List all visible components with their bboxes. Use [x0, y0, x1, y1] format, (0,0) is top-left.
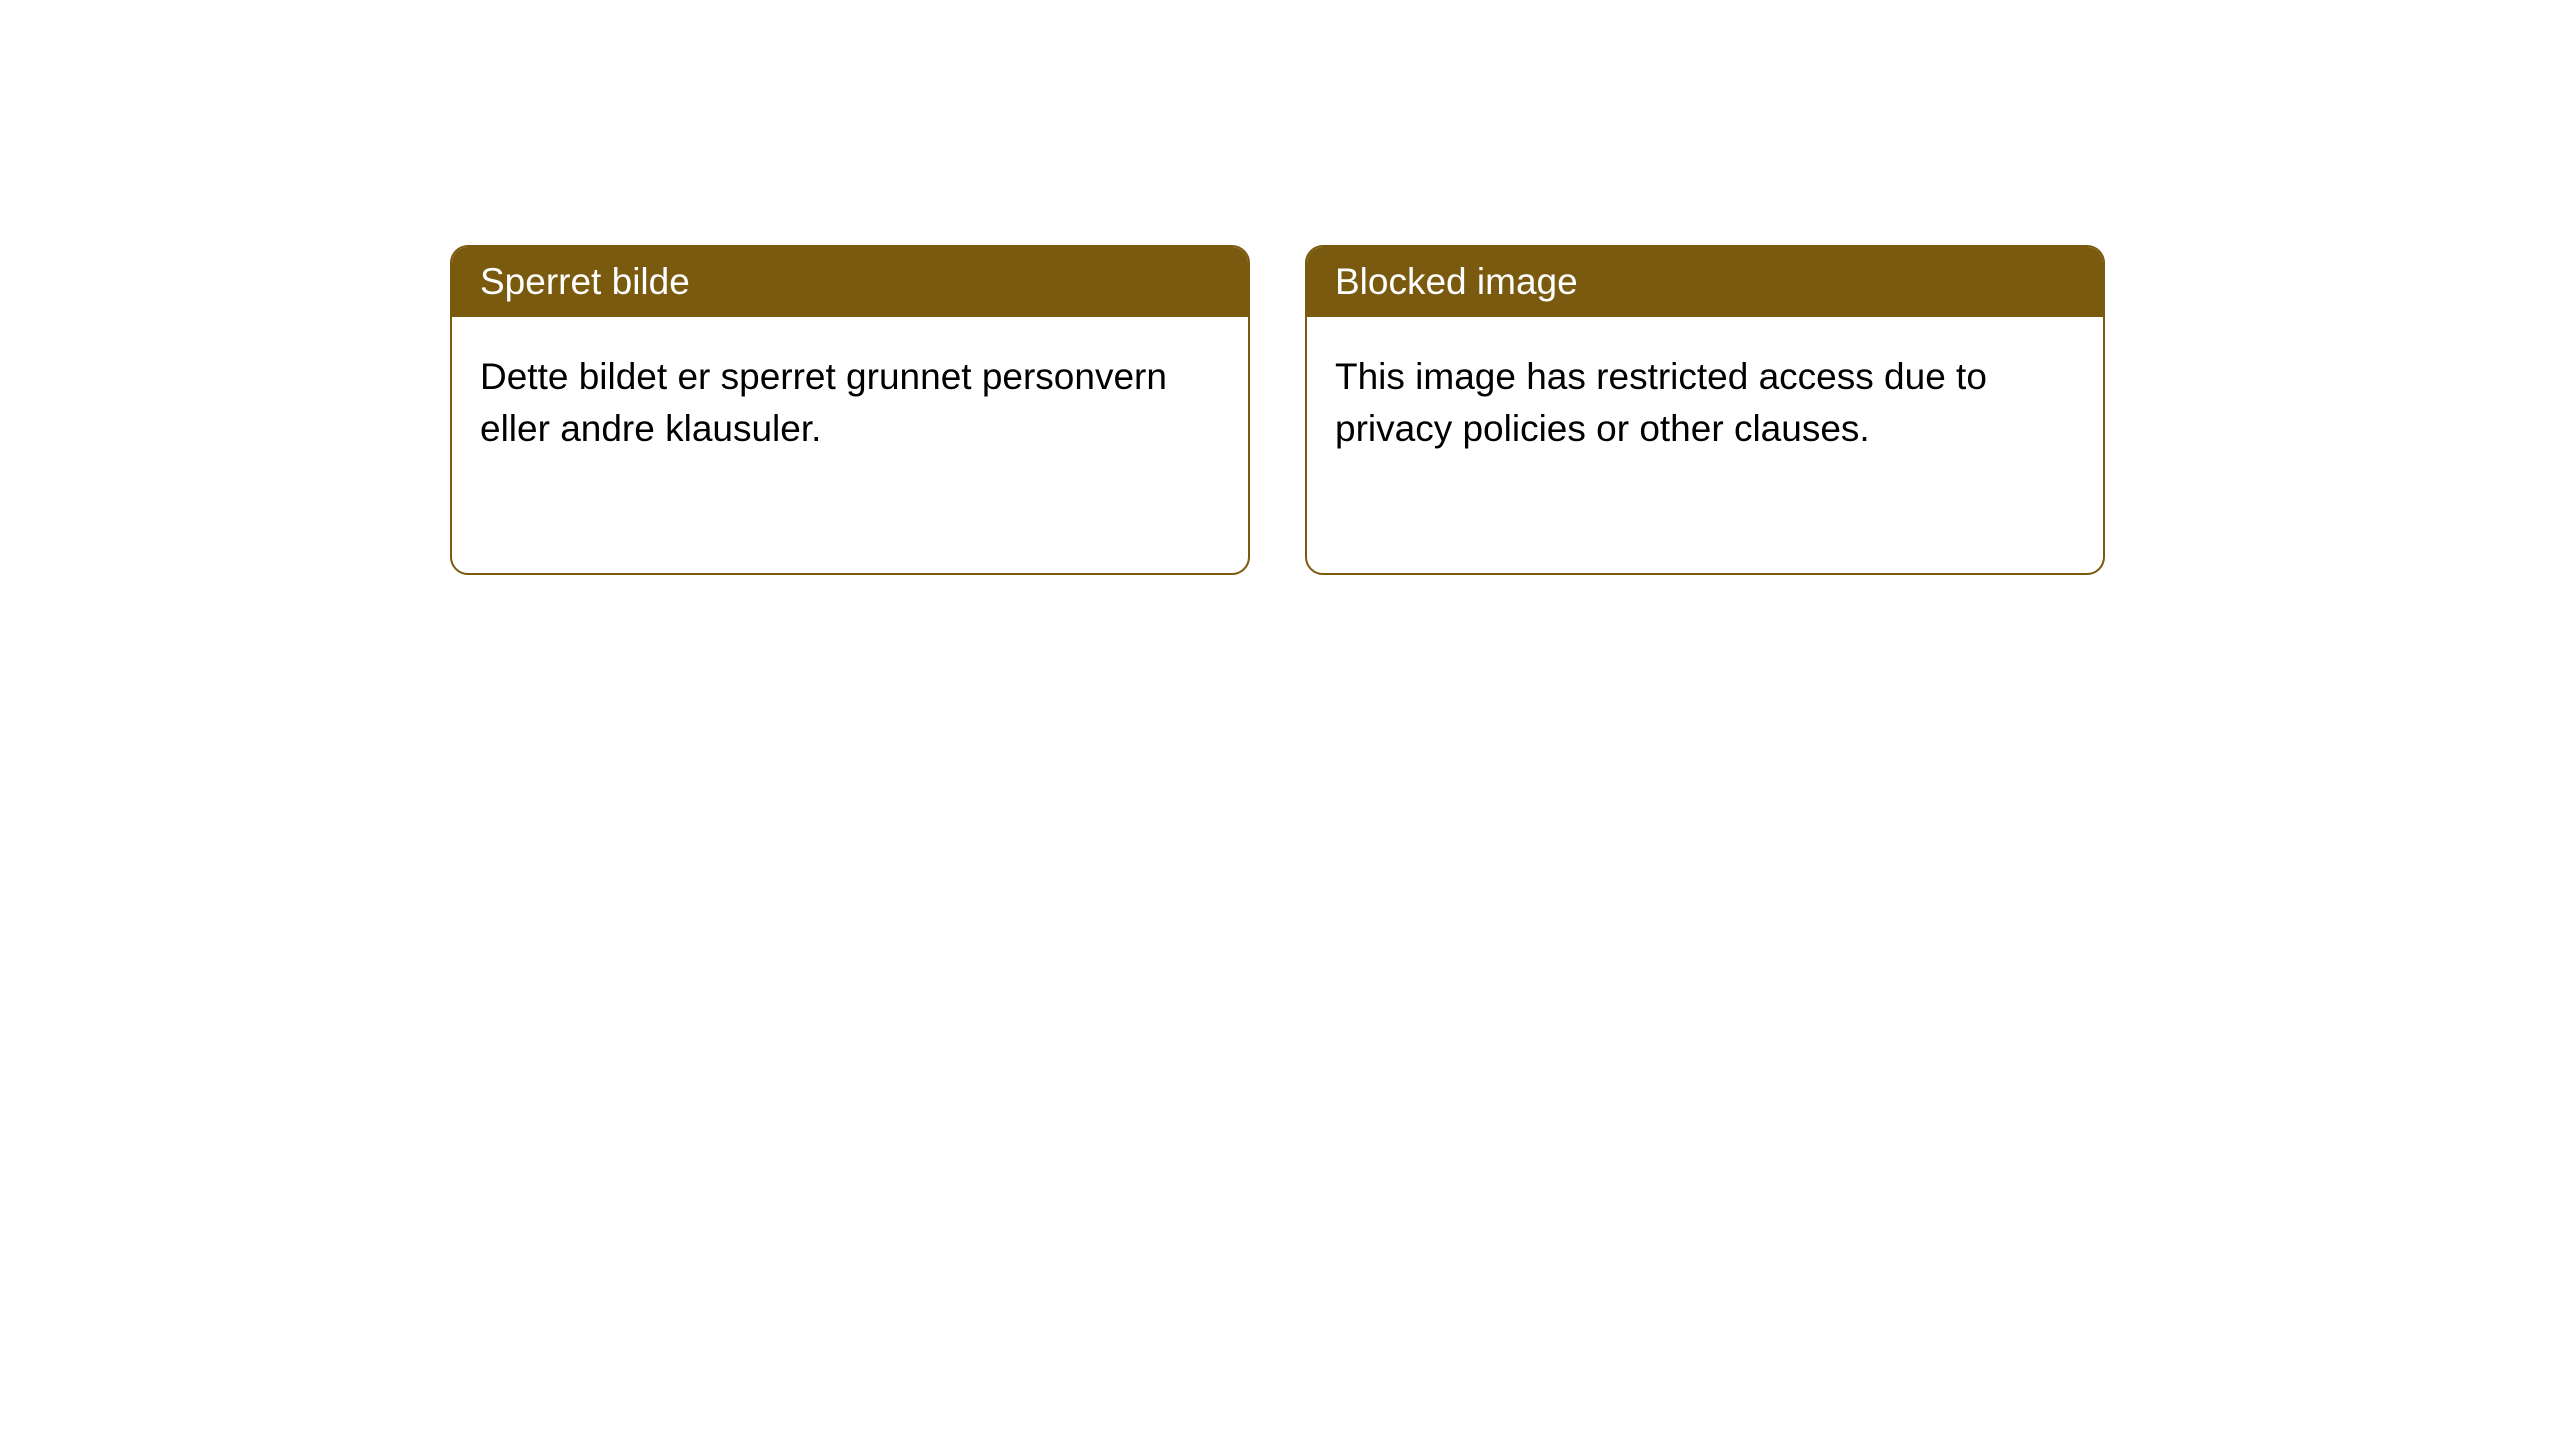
blocked-image-card-en: Blocked image This image has restricted …: [1305, 245, 2105, 575]
blocked-image-card-no: Sperret bilde Dette bildet er sperret gr…: [450, 245, 1250, 575]
notification-cards-container: Sperret bilde Dette bildet er sperret gr…: [450, 245, 2105, 575]
card-header: Sperret bilde: [452, 247, 1248, 317]
card-body: Dette bildet er sperret grunnet personve…: [452, 317, 1248, 489]
card-message: Dette bildet er sperret grunnet personve…: [480, 356, 1167, 449]
card-title: Blocked image: [1335, 261, 1578, 302]
card-title: Sperret bilde: [480, 261, 690, 302]
card-body: This image has restricted access due to …: [1307, 317, 2103, 489]
card-message: This image has restricted access due to …: [1335, 356, 1987, 449]
card-header: Blocked image: [1307, 247, 2103, 317]
